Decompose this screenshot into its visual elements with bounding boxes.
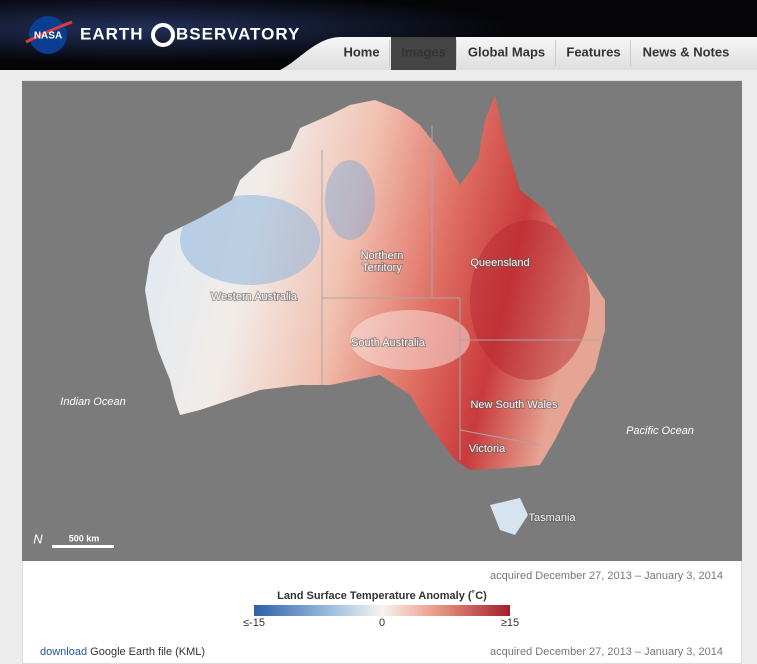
region-label: Territory <box>362 262 402 274</box>
ocean-label: Pacific Ocean <box>626 425 694 437</box>
nav-tab-active <box>391 37 456 70</box>
tasmania <box>490 498 528 535</box>
nav: Home Images Global Maps Features News & Note… <box>343 37 729 70</box>
nasa-logo <box>29 16 67 54</box>
nav-item[interactable]: Home <box>343 44 379 59</box>
legend-tick-label: 0 <box>378 617 386 629</box>
nav-item[interactable]: News & Notes <box>643 44 730 59</box>
region-label: Victoria <box>469 443 506 455</box>
legend-tick-label: ≥15 <box>500 617 520 629</box>
download-link[interactable]: download <box>40 646 88 658</box>
title-o <box>151 23 175 47</box>
region-label: Tasmania <box>528 512 576 524</box>
nav-item[interactable]: Images <box>401 44 446 59</box>
scale-label: 500 km <box>69 533 100 543</box>
site-title: BSERVATORY <box>176 24 300 43</box>
region-label: Western Australia <box>211 291 298 303</box>
ocean-label: Indian Ocean <box>60 396 125 408</box>
acquired: acquired December 27, 2013 – January 3, … <box>490 570 723 582</box>
legend-title: Land Surface Temperature Anomaly (˚C) <box>277 590 487 602</box>
colorbar <box>254 605 510 616</box>
region-label: New South Wales <box>470 399 558 411</box>
site-title: EARTH <box>80 24 144 43</box>
nav-item[interactable]: Features <box>566 44 620 59</box>
scale-bar <box>52 545 114 548</box>
download-text: Google Earth file (KML) <box>90 646 206 658</box>
nav-item[interactable]: Global Maps <box>468 44 545 59</box>
north-arrow: N <box>33 531 43 546</box>
nasa-text: NASA <box>34 31 62 42</box>
region-label: Queensland <box>470 257 529 269</box>
state-borders <box>321 125 600 460</box>
header: NASA EARTH BSERVATORY Home Images Global M… <box>0 0 757 70</box>
region-label: South Australia <box>351 337 426 349</box>
legend-tick-label: ≤-15 <box>243 617 265 629</box>
region-label: Northern <box>361 250 404 262</box>
acquired: acquired December 27, 2013 – January 3, … <box>490 646 723 658</box>
nasa-swoosh <box>25 20 73 44</box>
download-row: download Google Earth file (KML) <box>40 646 205 658</box>
